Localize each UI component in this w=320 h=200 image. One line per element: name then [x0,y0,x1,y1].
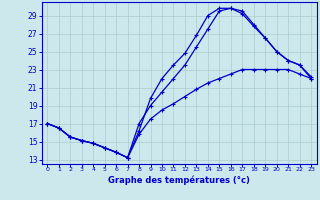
X-axis label: Graphe des températures (°c): Graphe des températures (°c) [108,175,250,185]
